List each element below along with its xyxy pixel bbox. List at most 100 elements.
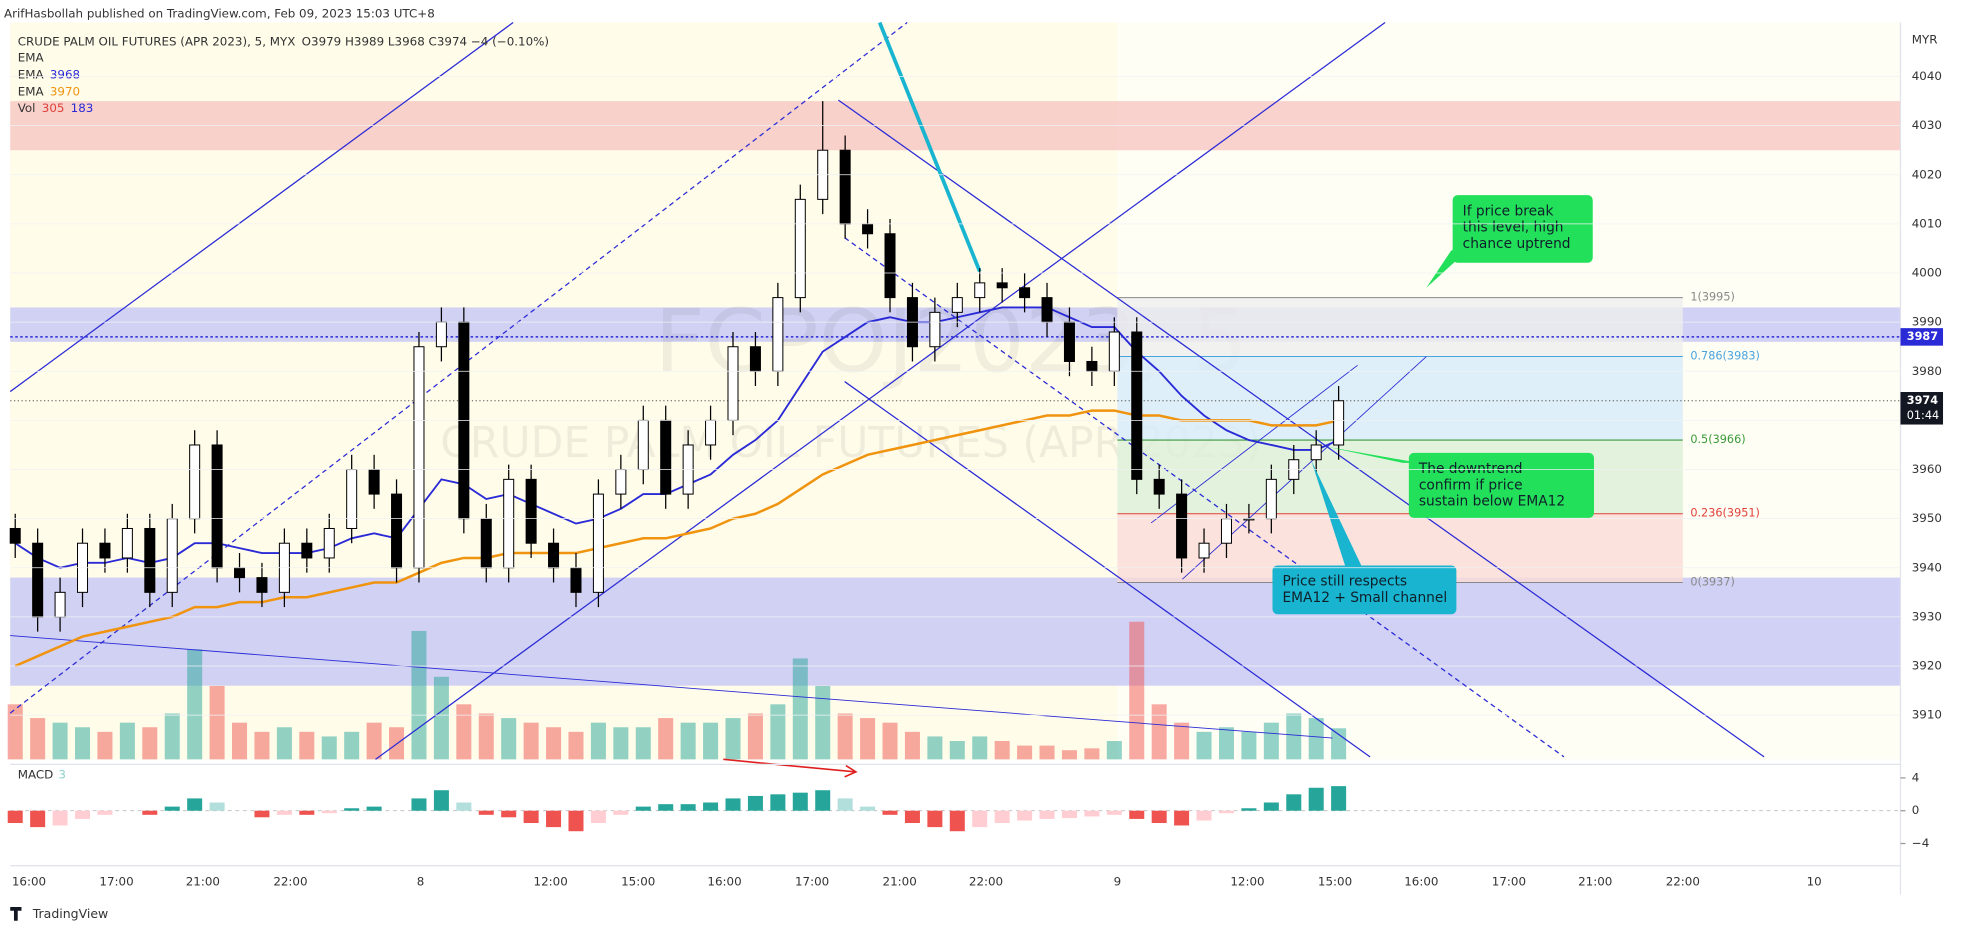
macd-bar: [680, 804, 696, 811]
candle-body: [121, 527, 133, 559]
y-tick-label: 4010: [1912, 216, 1942, 230]
x-tick-label: 12:00: [1230, 874, 1264, 888]
trend-line: [10, 635, 1333, 739]
candle-body: [749, 346, 761, 372]
macd-param: 3: [58, 767, 66, 781]
volume-bar: [882, 722, 898, 760]
x-tick-label: 15:00: [621, 874, 655, 888]
footer: TradingView: [32, 906, 109, 921]
volume-bar: [433, 676, 449, 760]
candle-body: [1108, 331, 1120, 372]
macd-bar: [703, 802, 719, 811]
candle-body: [480, 518, 492, 569]
legend-name: Vol: [18, 101, 36, 115]
volume-bar: [1084, 748, 1100, 760]
x-tick-label: 21:00: [883, 874, 917, 888]
macd-name: MACD: [18, 767, 54, 781]
macd-bar: [344, 808, 360, 811]
arrow-head: [844, 764, 858, 778]
macd-bar: [1084, 810, 1100, 817]
macd-bar: [1039, 810, 1055, 819]
price-tag-label: 3987: [1907, 330, 1938, 343]
candle-body: [548, 542, 560, 569]
ema-line: [14, 409, 1339, 668]
macd-bar: [97, 810, 113, 815]
x-tick-label: 8: [417, 874, 425, 888]
macd-bar: [299, 810, 315, 815]
callout: [1408, 452, 1594, 518]
arrow: [723, 758, 855, 773]
trend-line: [9, 22, 908, 714]
volume-bar: [994, 741, 1010, 760]
legend-value: 3970: [50, 84, 80, 98]
symbol: CRUDE PALM OIL FUTURES (APR 2023), 5, MY…: [18, 34, 549, 48]
macd-bar: [590, 810, 606, 824]
candle-body: [435, 321, 447, 348]
candle-body: [99, 542, 111, 559]
macd-bar: [860, 806, 876, 811]
fib-band: [1117, 356, 1683, 441]
candle-body: [413, 346, 425, 569]
volume-bar: [747, 713, 763, 760]
candle-body: [1220, 518, 1232, 544]
macd-bar: [209, 802, 225, 811]
candle-body: [1019, 287, 1031, 299]
volume-bar: [254, 731, 270, 760]
candle-body: [772, 297, 784, 372]
callout-text: If price break: [1463, 203, 1554, 219]
volume-bar: [456, 704, 472, 760]
x-tick-label: 21:00: [186, 874, 220, 888]
fib-label: 0.236(3951): [1690, 507, 1760, 520]
macd-bar: [927, 810, 943, 828]
y-tick-label: 3920: [1912, 659, 1942, 673]
macd-bar: [164, 806, 180, 811]
volume-bar: [523, 722, 539, 760]
macd-bar: [52, 810, 68, 826]
volume-bar: [1308, 718, 1324, 760]
ema-line: [14, 306, 1340, 569]
candle-body: [794, 198, 806, 299]
candle-body: [1063, 321, 1075, 362]
macd-bar: [7, 810, 23, 824]
macd-bar: [1017, 810, 1033, 821]
y-tick-label: 3930: [1912, 609, 1942, 623]
candle-body: [660, 419, 672, 495]
candle-body: [391, 493, 403, 569]
macd-bar: [276, 810, 292, 815]
macd-bar: [1241, 808, 1257, 811]
candle-body: [862, 223, 874, 235]
y-tick-label: 4030: [1912, 118, 1942, 132]
candle-body: [1041, 297, 1053, 323]
candle-body: [256, 577, 268, 593]
macd-bar: [949, 810, 965, 832]
volume-bar: [164, 713, 180, 760]
candle-body: [9, 527, 21, 544]
candle-body: [1198, 542, 1210, 559]
macd-bar: [30, 810, 46, 828]
callout-text: sustain below EMA12: [1419, 494, 1565, 510]
legend: EMA 3968: [18, 67, 80, 81]
candle-body: [54, 591, 66, 618]
pointer: [877, 21, 982, 273]
macd-bar: [321, 810, 337, 814]
candle-body: [592, 493, 604, 593]
macd-bar: [501, 810, 517, 818]
volume-bar: [546, 727, 562, 760]
y-tick-label: 4040: [1912, 69, 1942, 83]
candle-body: [1176, 493, 1188, 559]
callout-pointer: [1326, 446, 1419, 463]
candle-body: [144, 527, 156, 593]
callout: [1452, 195, 1593, 263]
macd-bar: [411, 798, 427, 811]
volume-bar: [1218, 727, 1234, 760]
candle-body: [615, 469, 627, 495]
macd-bar: [904, 810, 920, 824]
y-tick-label: 3960: [1912, 462, 1942, 476]
zone: [10, 577, 1901, 686]
candle-body: [346, 469, 358, 529]
candle-body: [951, 297, 963, 313]
macd-bar: [1174, 810, 1190, 826]
legend-value2: 183: [71, 101, 94, 115]
macd-bar: [568, 810, 584, 832]
